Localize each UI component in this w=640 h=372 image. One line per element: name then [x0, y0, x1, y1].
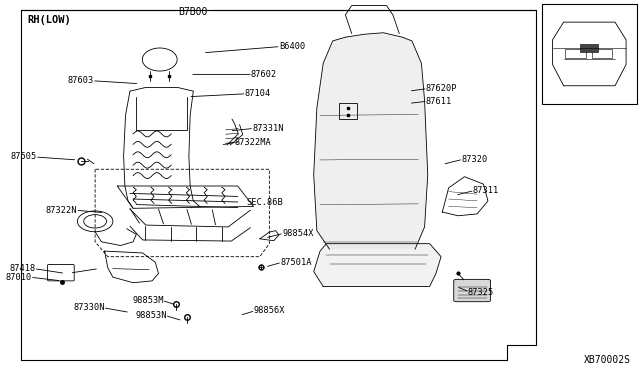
- Text: 98856X: 98856X: [253, 306, 285, 315]
- Text: 87611: 87611: [426, 97, 452, 106]
- Text: 98853N: 98853N: [135, 311, 166, 320]
- Text: 87602: 87602: [251, 70, 277, 79]
- Bar: [580, 44, 598, 52]
- Text: 87418: 87418: [10, 264, 36, 273]
- PathPatch shape: [314, 244, 441, 286]
- Text: 87104: 87104: [244, 89, 271, 98]
- Text: 87325: 87325: [468, 288, 494, 296]
- Text: XB70002S: XB70002S: [584, 355, 630, 365]
- Bar: [565, 49, 586, 58]
- Text: 98853M: 98853M: [132, 296, 164, 305]
- Text: 87311: 87311: [473, 186, 499, 195]
- Text: B6400: B6400: [279, 42, 305, 51]
- Bar: [542, 4, 637, 104]
- Text: RH(LOW): RH(LOW): [28, 15, 71, 25]
- FancyBboxPatch shape: [454, 279, 490, 302]
- Text: 87330N: 87330N: [73, 303, 104, 312]
- Text: 87331N: 87331N: [252, 124, 284, 133]
- Text: B7B00: B7B00: [179, 7, 208, 17]
- Text: 87501A: 87501A: [280, 258, 312, 267]
- Text: 87322N: 87322N: [46, 206, 77, 215]
- Text: 87505: 87505: [11, 153, 37, 161]
- Bar: [339, 103, 356, 119]
- Text: 87322MA: 87322MA: [234, 138, 271, 147]
- Text: SEC.86B: SEC.86B: [246, 198, 283, 207]
- Text: 87010: 87010: [6, 273, 32, 282]
- Ellipse shape: [142, 48, 177, 71]
- Text: 87620P: 87620P: [426, 84, 458, 93]
- PathPatch shape: [314, 33, 428, 249]
- Bar: [592, 49, 612, 58]
- Text: 87320: 87320: [461, 155, 488, 164]
- Text: 98854X: 98854X: [282, 229, 314, 238]
- Text: 87603: 87603: [68, 76, 94, 85]
